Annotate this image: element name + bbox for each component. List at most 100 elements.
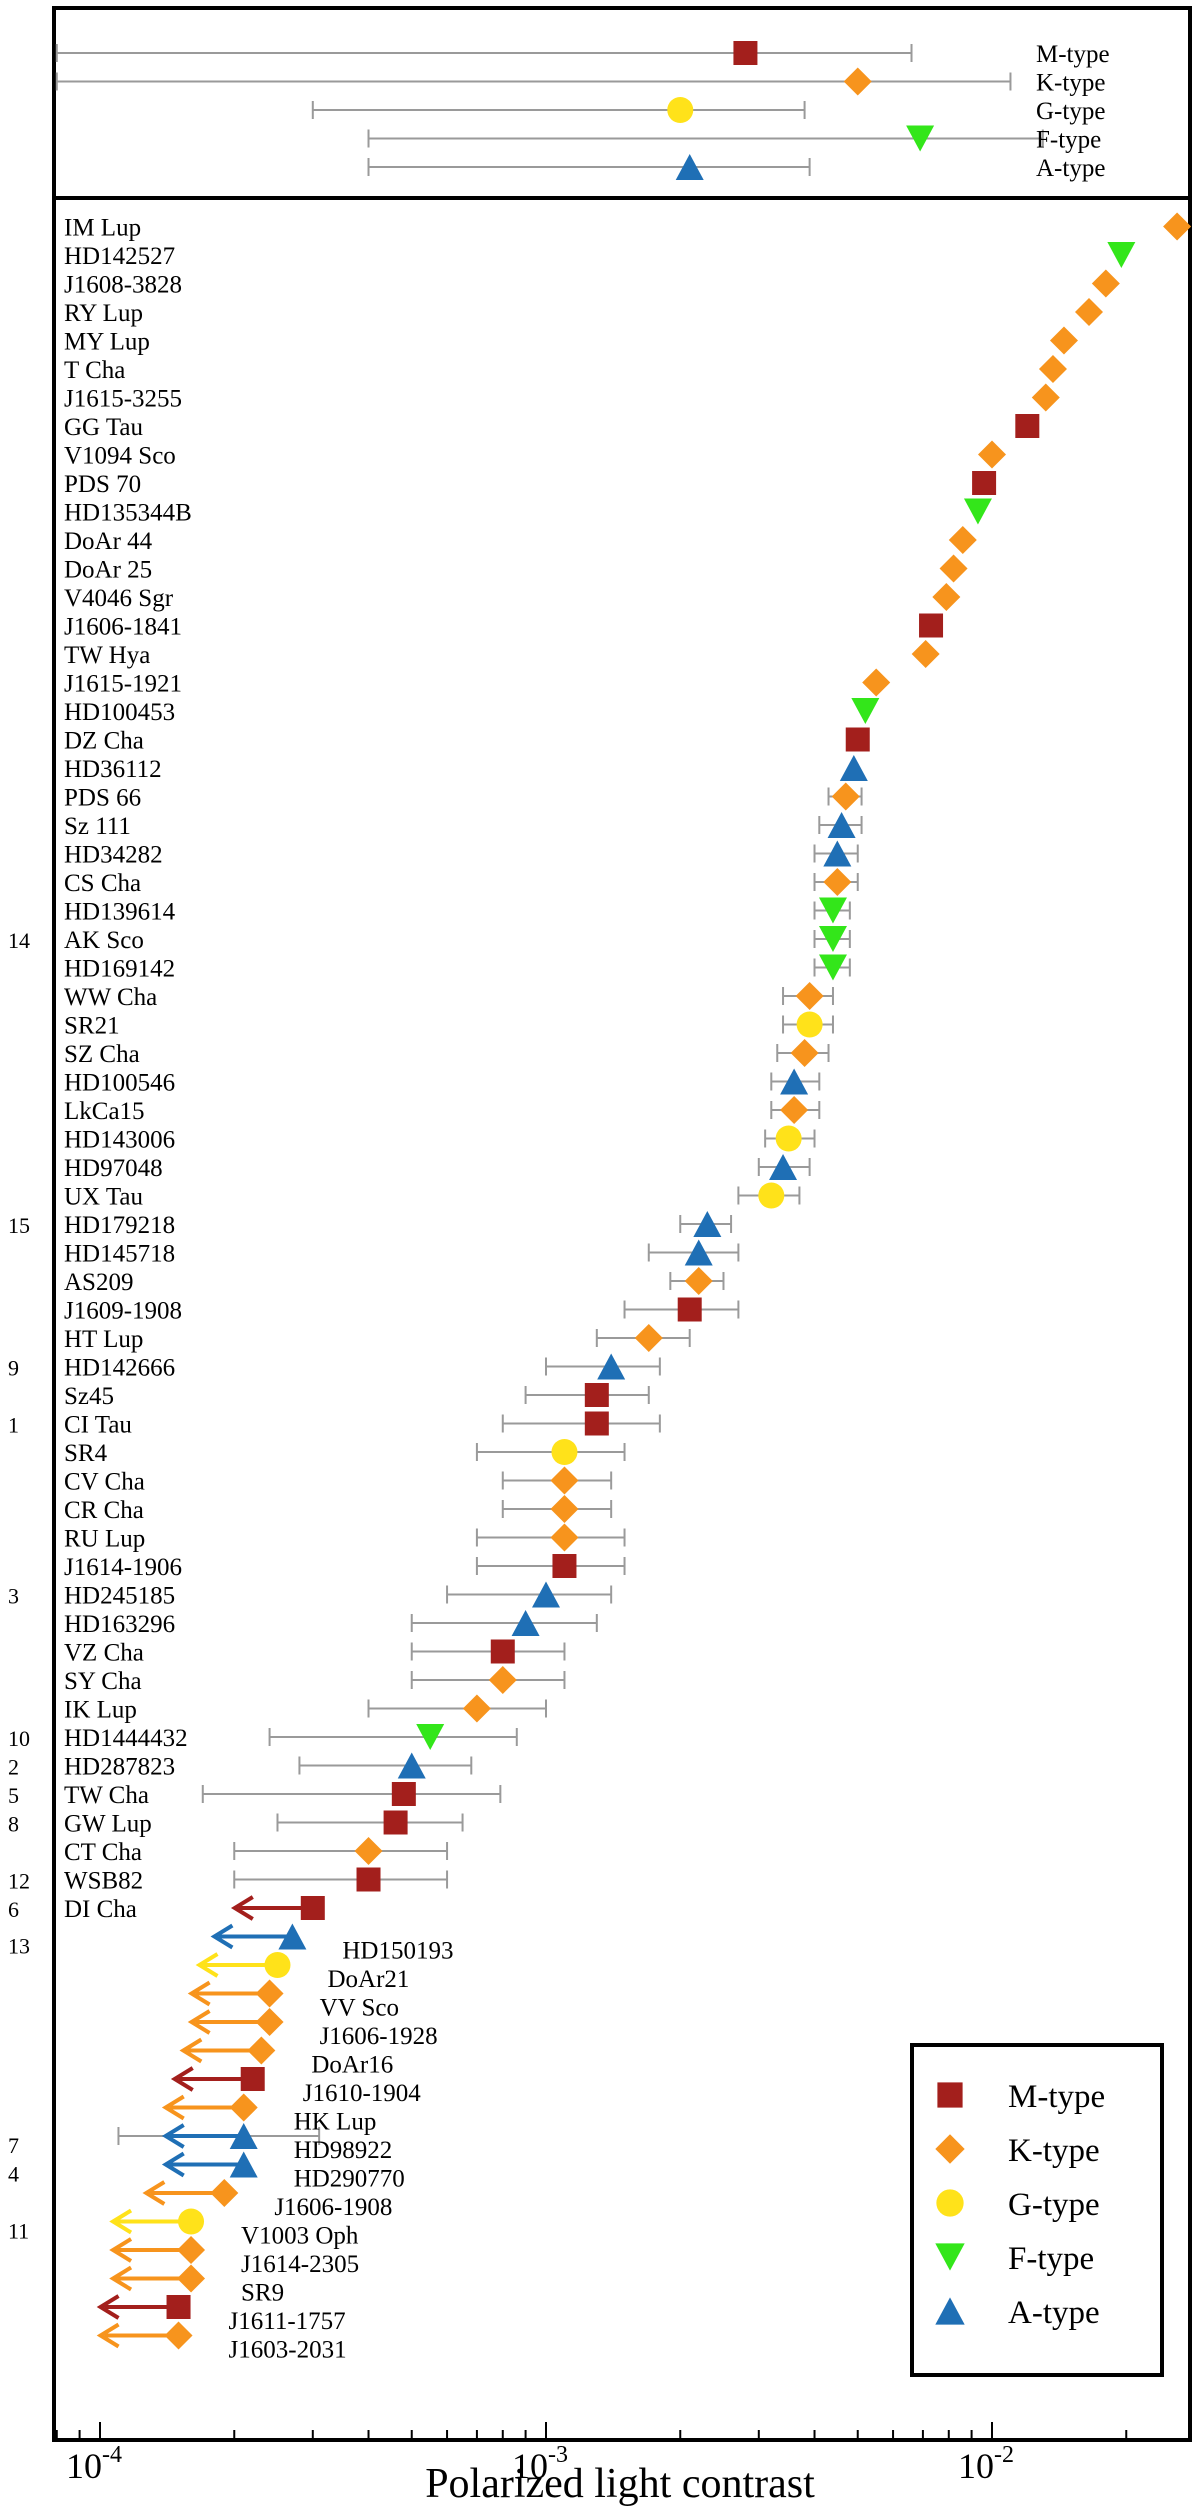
label-j1606-1841: J1606-1841 [64, 614, 182, 641]
label-hd287823: HD287823 [64, 1754, 175, 1781]
marker-vz-cha [490, 1639, 515, 1664]
label-im-lup: IM Lup [64, 215, 141, 242]
marker-hd145718 [684, 1239, 713, 1266]
marker-v4046-sgr [932, 583, 961, 611]
label-ak-sco: AK Sco [64, 927, 144, 954]
error-bar-vz-cha [410, 1642, 566, 1661]
marker-j1614-1906 [552, 1554, 577, 1578]
label-hd34282: HD34282 [64, 842, 163, 869]
marker-pds-70 [972, 471, 997, 495]
label-di-cha: DI Cha [64, 1896, 137, 1923]
error-bar-wsb82 [233, 1870, 449, 1889]
label-lkca15: LkCa15 [64, 1098, 145, 1125]
summary-marker-a-type [675, 154, 704, 180]
ref-v1003-oph: 11 [8, 2219, 29, 2244]
legend-label-g-type: G-type [1008, 2187, 1100, 2223]
label-cr-cha: CR Cha [64, 1497, 144, 1524]
label-j1615-3255: J1615-3255 [64, 386, 182, 413]
label-sr9: SR9 [241, 2280, 284, 2307]
summary-row-f-type [367, 129, 1044, 148]
error-bars [117, 787, 863, 2145]
label-hd139614: HD139614 [64, 899, 176, 926]
marker-j1603-2031 [164, 2321, 193, 2350]
marker-gw-lup [383, 1810, 408, 1835]
legend-label-m-type: M-type [1008, 2079, 1105, 2115]
label-hd98922: HD98922 [294, 2137, 393, 2164]
arrow-di-cha [230, 1895, 313, 1921]
ref-hd98922: 7 [8, 2133, 19, 2158]
label-j1614-1906: J1614-1906 [64, 1554, 182, 1581]
label-pds-70: PDS 70 [64, 471, 141, 498]
label-hk-lup: HK Lup [294, 2109, 377, 2136]
marker-sy-cha [488, 1666, 517, 1694]
label-cs-cha: CS Cha [64, 870, 141, 897]
marker-hd100546 [780, 1068, 809, 1095]
label-gw-lup: GW Lup [64, 1811, 152, 1838]
ref-tw-cha: 5 [8, 1783, 19, 1808]
marker-hd163296 [511, 1610, 540, 1636]
marker-v1003-oph [178, 2208, 205, 2235]
marker-pds-66 [831, 782, 860, 811]
label-doar16: DoAr16 [311, 2052, 393, 2079]
label-as209: AS209 [64, 1269, 133, 1296]
label-hd142527: HD142527 [64, 243, 175, 270]
label-gg-tau: GG Tau [64, 414, 144, 441]
marker-j1606-1841 [919, 613, 944, 638]
label-ik-lup: IK Lup [64, 1697, 137, 1724]
summary-marker-f-type [906, 125, 935, 152]
summary-row-a-type [367, 158, 811, 176]
label-j1611-1757: J1611-1757 [229, 2308, 346, 2335]
label-hd143006: HD143006 [64, 1127, 175, 1154]
data-markers [164, 212, 1192, 2350]
marker-hk-lup [229, 2093, 258, 2122]
marker-hd142666 [597, 1353, 626, 1380]
marker-t-cha [1038, 355, 1067, 383]
summary-label-k-type: K-type [1036, 70, 1105, 97]
label-ru-lup: RU Lup [64, 1526, 145, 1553]
label-j1608-3828: J1608-3828 [64, 272, 182, 299]
marker-j1610-1904 [240, 2067, 265, 2091]
error-bar-tw-cha [201, 1785, 502, 1803]
ref-hd245185: 3 [8, 1584, 19, 1609]
label-hd245185: HD245185 [64, 1583, 175, 1610]
legend-marker-m-type [937, 2082, 963, 2108]
marker-hd139614 [818, 897, 847, 924]
label-hd100453: HD100453 [64, 699, 175, 726]
arrow-j1610-1904 [170, 2066, 253, 2092]
x-tick-label: 10-4 [66, 2442, 122, 2486]
label-t-cha: T Cha [64, 357, 125, 384]
marker-j1606-1908 [210, 2179, 239, 2207]
legend-marker-k-type [935, 2134, 965, 2164]
marker-hd98922 [229, 2123, 258, 2149]
label-j1610-1904: J1610-1904 [303, 2080, 422, 2107]
marker-cs-cha [823, 868, 852, 896]
marker-hd143006 [775, 1125, 802, 1152]
ref-hd287823: 2 [8, 1755, 19, 1780]
summary-marker-k-type [843, 67, 872, 96]
legend-marker-f-type [935, 2243, 965, 2271]
label-doar-25: DoAr 25 [64, 557, 152, 584]
marker-j1615-1921 [862, 668, 891, 697]
marker-hd290770 [229, 2151, 258, 2178]
ref-wsb82: 12 [8, 1869, 30, 1894]
label-j1606-1928: J1606-1928 [320, 2023, 438, 2050]
marker-sz45 [584, 1383, 609, 1407]
error-bar-gw-lup [276, 1813, 464, 1832]
marker-cv-cha [550, 1466, 579, 1495]
marker-tw-cha [391, 1782, 416, 1806]
marker-my-lup [1049, 326, 1078, 355]
marker-im-lup [1163, 212, 1192, 241]
error-bar-hd142666 [545, 1357, 661, 1376]
x-axis: 10-4 10-3 10-2 [55, 2422, 1128, 2486]
x-tick-label: 10-3 [512, 2442, 568, 2486]
ref-hd290770: 4 [8, 2162, 19, 2187]
label-wsb82: WSB82 [64, 1868, 143, 1895]
marker-lkca15 [780, 1096, 809, 1124]
label-hd145718: HD145718 [64, 1241, 175, 1268]
label-v1094-sco: V1094 Sco [64, 443, 176, 470]
ref-hd1444432: 10 [8, 1726, 30, 1751]
marker-hd97048 [769, 1154, 798, 1180]
